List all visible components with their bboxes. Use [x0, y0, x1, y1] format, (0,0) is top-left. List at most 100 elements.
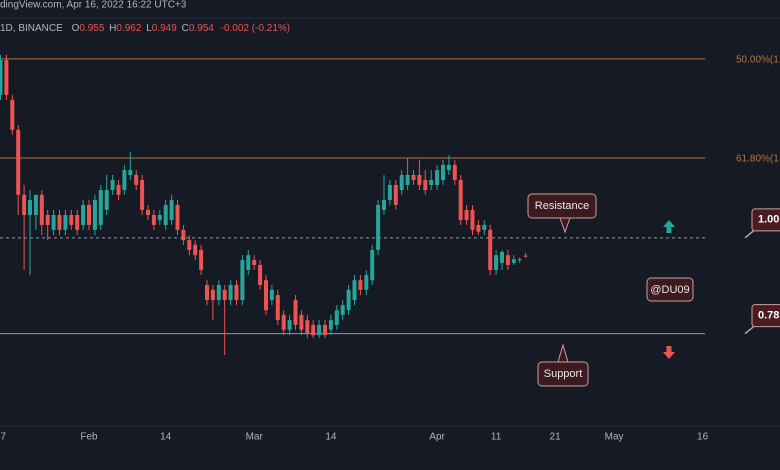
candle-body	[258, 265, 263, 285]
ohlc-value: 0.955	[79, 23, 104, 34]
candle-body	[169, 200, 174, 221]
candle-body	[87, 204, 91, 225]
candle-body	[505, 255, 510, 266]
change: -0.002 (-0.21%)	[221, 23, 290, 34]
candle-body	[476, 224, 481, 232]
candle-body	[98, 190, 103, 225]
candle-body	[10, 99, 15, 130]
candle-body	[205, 284, 209, 301]
callout-box	[537, 361, 589, 387]
x-tick-label: May	[605, 432, 624, 443]
callout-box	[527, 193, 597, 219]
candle-body	[157, 214, 162, 221]
candle-body	[269, 289, 274, 301]
x-tick-label: 21	[550, 432, 562, 443]
candle-body	[494, 255, 499, 271]
callout-text: Resistance	[535, 200, 589, 212]
candle-body	[69, 214, 74, 225]
callout-text: Support	[544, 368, 583, 380]
candle-body	[352, 280, 357, 301]
candle-body	[199, 249, 204, 271]
candle-body	[441, 164, 445, 180]
candle-body	[122, 170, 127, 191]
candle-body	[210, 289, 215, 301]
candle-body	[281, 314, 286, 330]
chart-title: dingView.com, Apr 16, 2022 16:22 UTC+3	[0, 0, 187, 11]
candle-body	[81, 204, 86, 225]
candle-body	[57, 214, 62, 230]
candle-body	[446, 164, 451, 171]
candle-body	[370, 249, 375, 281]
candle-body	[246, 255, 251, 271]
ohlc-label: H	[109, 23, 116, 34]
down-arrow	[663, 346, 675, 359]
candle-body	[234, 284, 239, 301]
candle-body	[488, 229, 493, 271]
x-tick-label: 16	[697, 432, 709, 443]
candle-body	[334, 310, 339, 325]
candle-body	[222, 289, 227, 301]
candle-body	[240, 260, 245, 301]
x-tick-label: 14	[160, 432, 172, 443]
candle-body	[0, 59, 3, 96]
candle-body	[75, 214, 80, 230]
candle-body	[92, 200, 97, 230]
candle-body	[470, 209, 475, 230]
candle-body	[146, 209, 150, 215]
candle-body	[376, 204, 381, 250]
candle-body	[346, 289, 351, 311]
candle-body	[411, 174, 416, 180]
candle-body	[417, 174, 422, 185]
candle-body	[364, 275, 369, 290]
candle-body	[45, 214, 50, 225]
candle-body	[517, 259, 522, 261]
up-arrow	[663, 220, 675, 233]
candle-body	[458, 179, 463, 221]
candle-body	[22, 194, 27, 215]
candle-body	[511, 259, 516, 263]
x-tick-label: 17	[0, 432, 6, 443]
candle-body	[382, 200, 386, 210]
candle-body	[216, 284, 221, 301]
candle-body	[452, 164, 457, 180]
ohlc-label: O	[72, 23, 80, 34]
candle-body	[340, 305, 345, 315]
candle-body	[4, 59, 9, 96]
candle-body	[264, 280, 268, 311]
candle-body	[299, 314, 304, 330]
candle-body	[128, 170, 133, 175]
candle-body	[287, 320, 292, 330]
candle-body	[275, 295, 280, 321]
candle-body	[387, 184, 392, 201]
candle-body	[405, 174, 410, 185]
callout-pointer	[559, 217, 571, 234]
candle-body	[328, 320, 333, 330]
candle-body	[140, 179, 145, 210]
ohlc-value: 0.962	[116, 23, 141, 34]
candle-body	[116, 184, 121, 195]
candle-body	[464, 209, 469, 221]
candle-body	[482, 224, 487, 230]
candle-body	[323, 324, 327, 336]
watermark-text: @DU09	[650, 284, 689, 296]
price-box	[751, 304, 780, 328]
candle-body	[399, 174, 404, 191]
ohlc-label: L	[146, 23, 152, 34]
candle-body	[181, 229, 186, 241]
plot: 50.00%(1.59 61.80%(1.23 1.00 0.78	[0, 55, 780, 356]
candle-body	[358, 280, 363, 290]
price-box-label: 1.00	[758, 214, 779, 226]
watermark-box	[646, 277, 694, 302]
candle-body	[51, 214, 56, 230]
x-tick-label: 14	[325, 432, 337, 443]
candle-body	[163, 204, 168, 225]
candle-body	[39, 194, 44, 225]
candle-body	[193, 244, 198, 256]
callout-pointer	[557, 343, 569, 363]
ohlc-value: 0.954	[189, 23, 214, 34]
candle-body	[252, 260, 257, 266]
ohlc-value: 0.949	[152, 23, 177, 34]
candle-body	[523, 255, 528, 257]
